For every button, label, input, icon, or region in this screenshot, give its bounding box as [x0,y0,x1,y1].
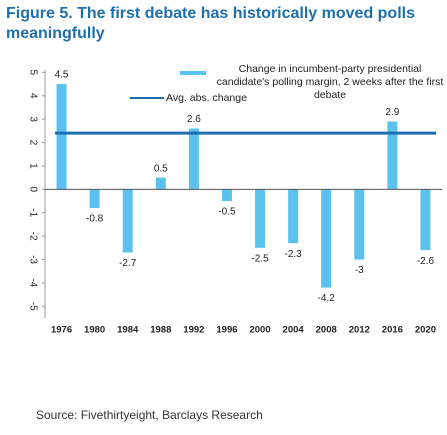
bar [288,189,299,244]
x-tick-label: 2020 [415,325,436,336]
y-tick-label: 3 [27,116,38,122]
bar [56,84,67,190]
y-tick-label: 0 [27,187,38,193]
x-tick-label: 2008 [316,325,337,336]
y-tick-label: 2 [27,140,38,146]
y-tick-label: 4 [27,93,38,99]
y-tick-label: -2 [27,232,38,241]
data-label: 2.6 [187,114,201,125]
bar [354,189,365,260]
data-label: -2.7 [119,258,137,269]
y-tick-label: -3 [27,255,38,264]
x-tick-label: 1996 [216,325,237,336]
y-tick-label: 1 [27,163,38,169]
legend-entry: Avg. abs. change [166,92,247,104]
bar [255,189,266,248]
y-tick-label: -1 [27,208,38,217]
x-tick-label: 1988 [150,325,171,336]
bar [321,189,332,288]
bar [221,189,232,202]
data-label: -0.8 [86,214,104,225]
x-tick-label: 1992 [183,325,204,336]
data-label: -4.2 [318,293,336,304]
y-tick-label: -5 [27,302,38,311]
chart-title: Figure 5. The first debate has historica… [6,5,415,42]
x-tick-label: 2012 [349,325,370,336]
data-label: -2.6 [417,256,435,267]
legend-swatch [180,71,206,75]
x-tick-label: 1984 [117,325,139,336]
bar [89,189,100,209]
x-tick-label: 2000 [249,325,270,336]
y-tick-label: 5 [27,70,38,76]
bar [155,177,166,190]
x-tick-label: 2004 [283,325,305,336]
x-tick-label: 1980 [84,325,105,336]
data-label: -0.5 [218,207,236,218]
bar [188,128,199,190]
x-tick-label: 2016 [382,325,403,336]
bar [387,121,398,190]
legend-entry: Change in incumbent-party presidential c… [216,63,444,101]
bar [420,189,431,251]
bar [122,189,133,253]
data-label: -2.3 [285,249,303,260]
data-label: 2.9 [385,107,399,118]
data-label: -2.5 [251,253,269,264]
data-label: -3 [355,265,364,276]
source-note: Source: Fivethirtyeight, Barclays Resear… [36,408,263,422]
x-tick-label: 1976 [51,325,72,336]
y-tick-label: -4 [27,278,38,287]
data-label: 0.5 [154,163,168,174]
data-label: 4.5 [55,70,69,81]
